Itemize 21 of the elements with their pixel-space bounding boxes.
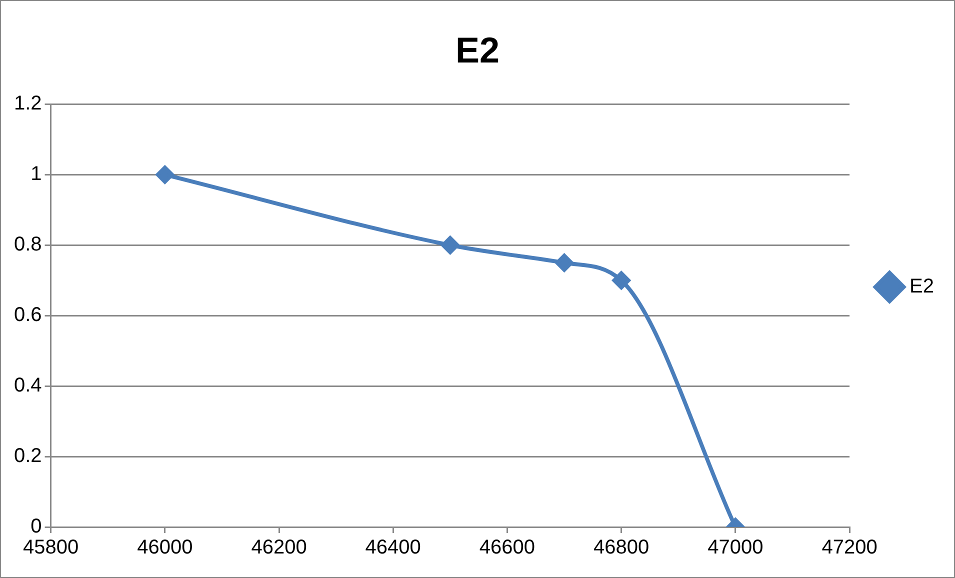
legend-label: E2 (910, 276, 934, 298)
chart-title: E2 (455, 30, 500, 71)
x-tick-label: 46800 (594, 536, 650, 559)
y-tick-label: 0.6 (14, 304, 42, 326)
y-tick-label: 0.2 (14, 445, 42, 468)
y-tick-label: 0 (30, 516, 42, 538)
y-tick-label: 1.2 (14, 92, 42, 115)
x-tick-label: 46000 (137, 536, 193, 559)
y-tick-label: 1 (30, 163, 42, 186)
point (441, 236, 460, 254)
x-tick-label: 45800 (22, 536, 79, 559)
x-tick-label: 46600 (479, 536, 536, 559)
point (156, 166, 174, 184)
x-tick-label: 46400 (365, 536, 421, 559)
x-tick-label: 47000 (708, 536, 764, 559)
x-tick-label: 46200 (251, 536, 307, 559)
y-tick-label: 0.4 (14, 374, 42, 397)
point (555, 254, 574, 272)
y-tick-label: 0.8 (14, 234, 42, 256)
x-tick-label: 47200 (822, 536, 878, 559)
point (612, 271, 630, 290)
